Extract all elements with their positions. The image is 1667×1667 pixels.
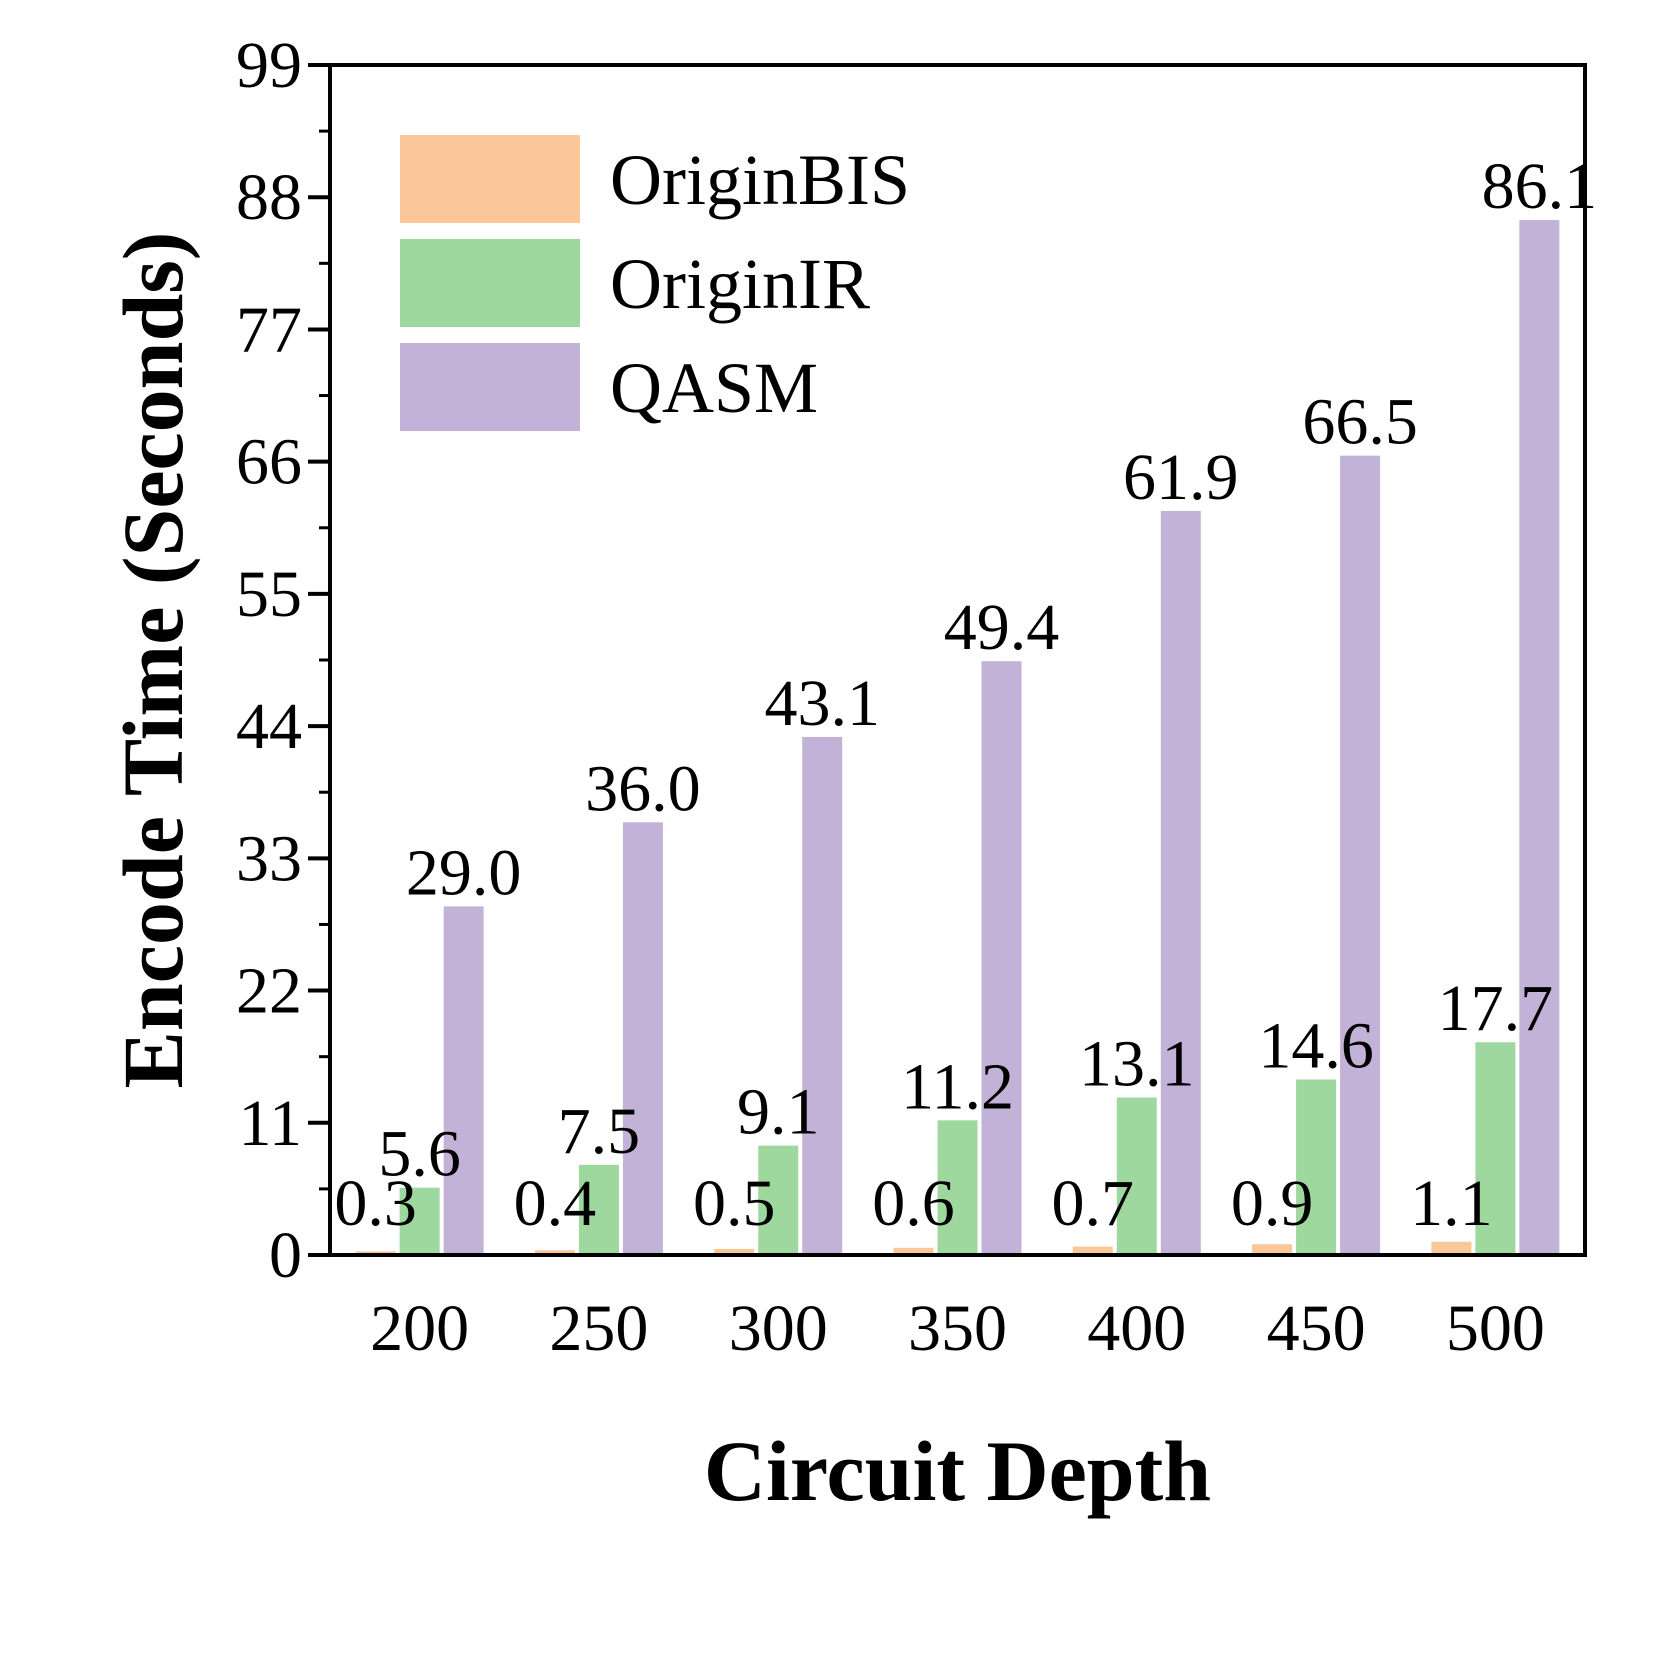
bar-originbis-500 (1431, 1241, 1472, 1255)
bar-originir-200 (399, 1187, 440, 1255)
bar-originir-400 (1116, 1097, 1157, 1255)
bar-originir-350 (937, 1120, 978, 1255)
bar-originbis-400 (1072, 1246, 1113, 1255)
data-label-originbis-400: 0.7 (1052, 1167, 1135, 1240)
data-label-originir-250: 7.5 (558, 1095, 641, 1168)
y-tick-label: 33 (236, 822, 302, 895)
bar-qasm-500 (1519, 220, 1560, 1256)
legend-label-originbis: OriginBIS (610, 140, 910, 220)
legend: OriginBIS OriginIR QASM (400, 135, 910, 431)
y-tick-label: 99 (236, 29, 302, 102)
data-label-originbis-450: 0.9 (1231, 1167, 1314, 1240)
y-tick-label: 66 (236, 426, 302, 499)
bar-originir-450 (1296, 1079, 1337, 1255)
data-label-qasm-200: 29.0 (406, 836, 522, 909)
bar-originbis-350 (893, 1247, 934, 1255)
bar-originbis-300 (714, 1248, 755, 1255)
legend-swatch-originbis (400, 135, 580, 223)
y-tick-label: 44 (236, 690, 302, 763)
x-tick-label: 350 (908, 1292, 1007, 1365)
x-axis-title: Circuit Depth (704, 1423, 1211, 1519)
x-tick-label: 300 (729, 1292, 828, 1365)
data-label-originir-200: 5.6 (378, 1118, 461, 1191)
y-tick-label: 22 (236, 955, 302, 1028)
data-labels-layer: 0.35.6 29.0 0.47.5 36.0 0.5 9.1 43.1 0.6 11.2 49.… (334, 150, 1597, 1240)
bar-qasm-300 (802, 736, 843, 1255)
plot-frame (328, 63, 1587, 1257)
data-label-qasm-400: 61.9 (1123, 441, 1239, 514)
data-label-originbis-350: 0.6 (872, 1167, 955, 1240)
y-tick-label: 0 (269, 1219, 302, 1292)
data-label-originir-400: 13.1 (1079, 1028, 1195, 1101)
bars-layer (355, 220, 1560, 1256)
x-tick-label: 400 (1087, 1292, 1186, 1365)
y-tick-label: 11 (238, 1087, 302, 1160)
legend-label-originir: OriginIR (610, 244, 870, 324)
bar-originir-250 (578, 1164, 619, 1255)
data-label-originir-450: 14.6 (1258, 1010, 1374, 1083)
data-label-originbis-200: 0.3 (334, 1167, 417, 1240)
y-tick-label: 55 (236, 558, 302, 631)
data-label-qasm-250: 36.0 (585, 752, 701, 825)
bar-qasm-200 (443, 906, 484, 1255)
x-tick-label: 500 (1446, 1292, 1545, 1365)
legend-swatch-originir (400, 239, 580, 327)
data-label-originbis-500: 1.1 (1410, 1167, 1493, 1240)
data-label-originbis-300: 0.5 (693, 1167, 776, 1240)
legend-label-qasm: QASM (610, 348, 818, 428)
y-tick-label: 88 (236, 161, 302, 234)
bar-qasm-400 (1160, 510, 1201, 1256)
y-axis: 0 11 22 33 44 55 66 77 88 99 (236, 29, 330, 1292)
x-axis: 200 250 300 350 400 450 500 (370, 1292, 1545, 1365)
bar-originir-300 (758, 1145, 799, 1255)
bar-originbis-250 (534, 1250, 575, 1255)
data-label-qasm-500: 86.1 (1482, 150, 1598, 223)
data-label-qasm-350: 49.4 (944, 591, 1060, 664)
y-tick-label: 77 (236, 293, 302, 366)
bar-qasm-250 (622, 822, 663, 1255)
data-label-originir-350: 11.2 (901, 1050, 1014, 1123)
data-label-originir-500: 17.7 (1438, 972, 1554, 1045)
x-tick-label: 200 (370, 1292, 469, 1365)
y-axis-title: Encode Time (Seconds) (105, 232, 201, 1089)
bar-originbis-450 (1252, 1244, 1293, 1255)
data-label-originbis-250: 0.4 (514, 1167, 597, 1240)
data-label-qasm-450: 66.5 (1302, 386, 1418, 459)
bar-qasm-350 (981, 661, 1022, 1255)
bar-originir-500 (1475, 1042, 1516, 1255)
x-tick-label: 450 (1267, 1292, 1366, 1365)
bar-qasm-450 (1340, 455, 1381, 1255)
data-label-originir-300: 9.1 (737, 1076, 820, 1149)
data-label-qasm-300: 43.1 (764, 667, 880, 740)
legend-swatch-qasm (400, 343, 580, 431)
x-tick-label: 250 (549, 1292, 648, 1365)
